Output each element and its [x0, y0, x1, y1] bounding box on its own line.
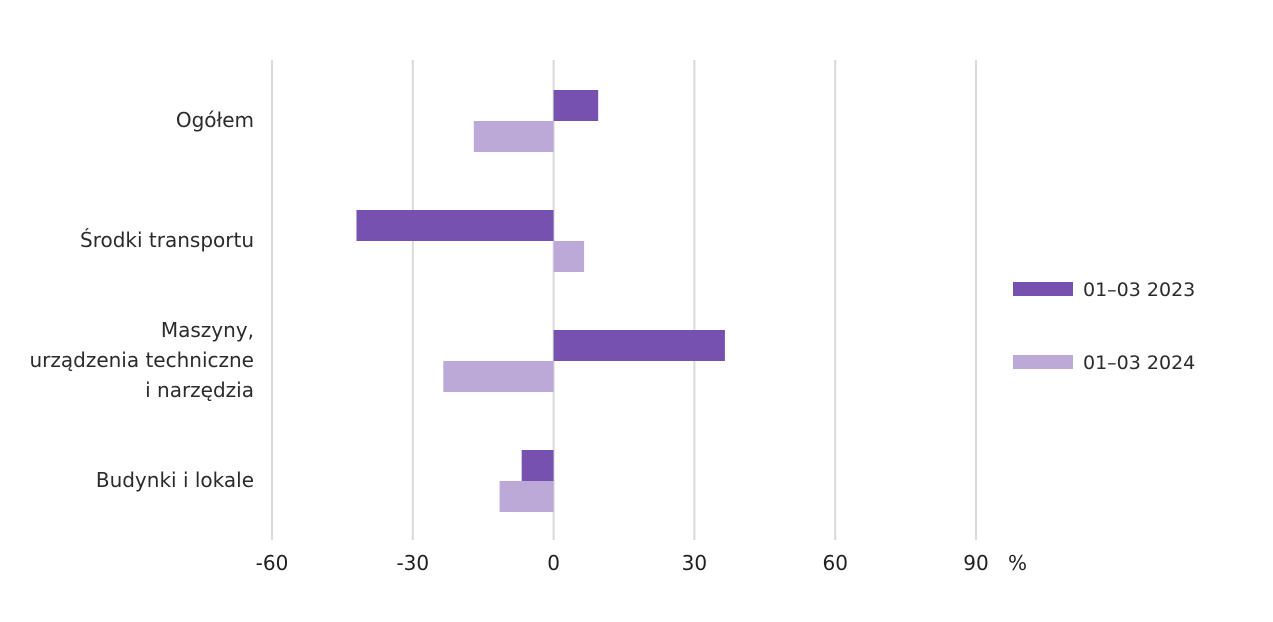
x-tick-label: -60	[256, 551, 289, 575]
x-tick-label: 30	[682, 551, 707, 575]
legend-label: 01–03 2024	[1083, 352, 1195, 374]
bar-series-2	[443, 361, 554, 392]
legend-swatch	[1013, 355, 1073, 369]
bar-series-1	[553, 90, 599, 121]
legend-label: 01–03 2023	[1083, 279, 1195, 301]
legend-swatch	[1013, 282, 1073, 296]
bar-series-1	[356, 210, 554, 241]
x-tick-label: 0	[547, 551, 560, 575]
bar-series-2	[473, 121, 554, 152]
bar-series-1	[521, 450, 554, 481]
category-label: Środki transportu	[80, 228, 254, 252]
x-tick-label: 60	[822, 551, 847, 575]
category-label: Budynki i lokale	[96, 468, 254, 492]
category-label: Ogółem	[176, 108, 254, 132]
gridlines	[271, 60, 977, 540]
x-axis-tick-labels: -60 -30 0 30 60 90	[256, 551, 989, 575]
bars	[356, 90, 725, 512]
bar-series-1	[553, 330, 725, 361]
x-tick-label: 90	[963, 551, 988, 575]
x-axis-unit-label: %	[1008, 551, 1027, 575]
bar-series-2	[499, 481, 554, 512]
bar-series-2	[553, 241, 585, 272]
x-tick-label: -30	[396, 551, 429, 575]
category-label: Maszyny, urządzenia techniczne i narzędzia	[29, 318, 254, 402]
category-labels: Ogółem Środki transportu Maszyny, urządzeni…	[29, 108, 254, 492]
legend: 01–03 2023 01–03 2024	[1013, 279, 1195, 374]
